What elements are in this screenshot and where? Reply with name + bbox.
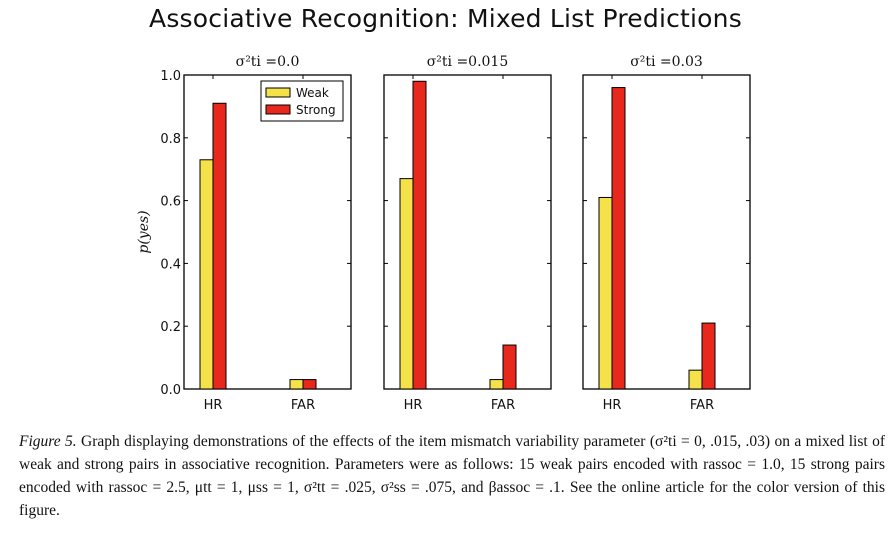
legend-swatch-weak — [265, 87, 291, 98]
bar-weak-far — [489, 379, 504, 390]
legend: Weak Strong — [260, 80, 344, 122]
bar-weak-far — [289, 379, 304, 390]
panel-subtitle: σ²ti =0.0 — [236, 54, 300, 70]
bar-strong-far — [302, 379, 317, 390]
y-tick-label: 0.6 — [160, 195, 181, 210]
panel-subtitle: σ²ti =0.015 — [427, 54, 509, 70]
caption-text: Graph displaying demonstrations of the e… — [19, 433, 885, 519]
x-tick-label: FAR — [491, 398, 515, 413]
caption-lead: Figure 5. — [19, 433, 77, 450]
bar-strong-far — [701, 322, 716, 390]
figure-caption: Figure 5. Graph displaying demonstration… — [19, 430, 885, 522]
y-axis-label: p(yes) — [136, 210, 152, 253]
y-tick-label: 0.8 — [160, 132, 181, 147]
bar-strong-hr — [611, 87, 626, 390]
bar-strong-hr — [212, 102, 227, 390]
x-tick-label: FAR — [291, 398, 315, 413]
panel-frame — [582, 74, 751, 390]
bar-strong-hr — [412, 80, 427, 390]
bar-weak-hr — [598, 196, 613, 390]
panel-1: σ²ti =0.0 HR FAR — [183, 54, 352, 413]
y-tick-label: 1.0 — [160, 69, 181, 84]
x-tick-label: HR — [603, 398, 622, 413]
chart-title: Associative Recognition: Mixed List Pred… — [149, 4, 742, 33]
y-tick-label: 0.0 — [160, 383, 181, 398]
panel-subtitle: σ²ti =0.03 — [630, 54, 703, 70]
panel-frame — [183, 74, 352, 390]
bar-weak-far — [688, 369, 703, 390]
bar-weak-hr — [199, 159, 214, 390]
panel-2: σ²ti =0.015 HR FAR — [383, 54, 552, 413]
bar-strong-far — [502, 344, 517, 390]
y-tick-label: 0.2 — [160, 320, 181, 335]
panel-frame — [383, 74, 552, 390]
legend-label-weak: Weak — [296, 86, 329, 100]
panel-3: σ²ti =0.03 HR FAR — [582, 54, 751, 413]
bar-weak-hr — [399, 178, 414, 390]
legend-label-strong: Strong — [296, 103, 336, 117]
x-tick-label: HR — [204, 398, 223, 413]
x-tick-label: HR — [404, 398, 423, 413]
y-tick-label: 0.4 — [160, 257, 181, 272]
x-tick-label: FAR — [690, 398, 714, 413]
legend-swatch-strong — [265, 104, 291, 115]
